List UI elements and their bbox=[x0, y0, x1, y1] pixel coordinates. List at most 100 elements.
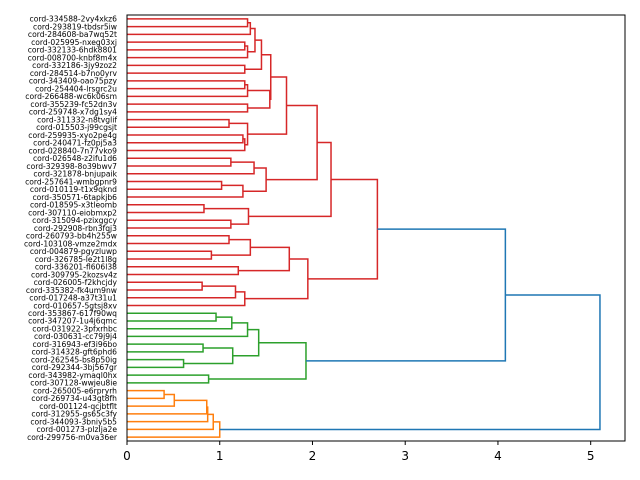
leaf-label: cord-343409-oao75pzy bbox=[29, 77, 118, 86]
dendrogram-link bbox=[127, 399, 208, 415]
x-tick-label: 3 bbox=[401, 449, 409, 463]
dendrogram-link bbox=[127, 103, 249, 113]
leaf-label: cord-259935-xyo2pe4g bbox=[28, 131, 117, 140]
dendrogram-link bbox=[127, 41, 246, 51]
leaf-label: cord-262545-bs8p50ig bbox=[31, 355, 117, 364]
leaf-label: cord-334588-2vy4xkz6 bbox=[30, 15, 118, 24]
dendrogram-link bbox=[127, 184, 244, 198]
dendrogram-link bbox=[127, 21, 252, 36]
leaf-label: cord-307128-wwjeu8ie bbox=[30, 379, 117, 388]
dendrogram-link bbox=[127, 157, 232, 167]
dendrogram-link bbox=[183, 347, 234, 365]
leaf-label: cord-010119-t1x9qknd bbox=[30, 185, 117, 194]
leaf-label: cord-335382-fk4um9nw bbox=[26, 286, 117, 295]
leaf-label: cord-332186-3jy9zoz2 bbox=[32, 61, 117, 70]
dendrogram-link bbox=[127, 234, 230, 245]
leaf-label: cord-025995-nxeg03xj bbox=[31, 38, 117, 47]
dendrogram-link bbox=[127, 180, 223, 191]
leaf-label: cord-015503-j99cgsjt bbox=[36, 123, 117, 132]
leaf-label: cord-336201-fl606l38 bbox=[35, 263, 117, 272]
dendrogram-link bbox=[248, 141, 332, 218]
dendrogram-link bbox=[247, 27, 256, 53]
leaf-label: cord-353867-617f90wq bbox=[28, 309, 117, 318]
x-tick-label: 2 bbox=[309, 449, 317, 463]
leaf-label: cord-265005-e6rpryrh bbox=[33, 386, 117, 395]
leaf-label: cord-010657-5gtsj8xv bbox=[33, 301, 117, 310]
leaf-label: cord-254404-lrsgrc2u bbox=[35, 84, 117, 93]
leaf-label: cord-343982-ymaql0hx bbox=[28, 371, 117, 380]
dendrogram-link bbox=[127, 343, 204, 353]
leaf-labels: cord-334588-2vy4xkz6cord-293819-tbdsr5iw… bbox=[24, 15, 118, 442]
x-tick-label: 0 bbox=[123, 449, 131, 463]
dendrogram-link bbox=[242, 167, 267, 192]
dendrogram-link bbox=[219, 294, 601, 431]
leaf-label: cord-299756-m0va36er bbox=[27, 433, 118, 442]
leaf-label: cord-326785-le2t1l8g bbox=[35, 255, 117, 264]
dendrogram-link bbox=[127, 285, 237, 299]
leaf-label: cord-103108-vmze2mdx bbox=[24, 239, 117, 248]
dendrogram-link bbox=[127, 265, 240, 276]
leaf-label: cord-284608-ba7wq52t bbox=[28, 30, 117, 39]
leaf-label: cord-350571-6tapkjb6 bbox=[32, 193, 117, 202]
leaf-label: cord-260793-bb4h255w bbox=[26, 232, 117, 241]
leaf-label: cord-293819-tbdsr5iw bbox=[33, 22, 117, 31]
dendrogram-link bbox=[127, 64, 246, 74]
dendrogram-links bbox=[127, 18, 601, 438]
dendrogram-link bbox=[127, 322, 249, 338]
dendrogram-link bbox=[208, 341, 307, 380]
dendrogram-link bbox=[127, 281, 203, 291]
leaf-label: cord-309795-2kozsv4z bbox=[31, 270, 117, 279]
x-tick-label: 5 bbox=[587, 449, 595, 463]
leaf-label: cord-018595-x3tleomb bbox=[30, 201, 117, 210]
dendrogram-link bbox=[127, 118, 230, 129]
leaf-label: cord-240471-fz0pj5a3 bbox=[33, 139, 117, 148]
dendrogram-link bbox=[127, 161, 255, 175]
leaf-label: cord-266488-wc6k06sm bbox=[25, 92, 117, 101]
dendrogram-link bbox=[127, 393, 176, 407]
leaf-label: cord-316943-ef3i96bo bbox=[32, 340, 117, 349]
leaf-label: cord-008700-knbf8m4x bbox=[28, 53, 118, 62]
leaf-label: cord-004879-pgyzluwp bbox=[30, 247, 117, 256]
dendrogram-link bbox=[232, 328, 260, 357]
x-tick-label: 4 bbox=[494, 449, 502, 463]
dendrogram-link bbox=[307, 178, 379, 280]
dendrogram-link bbox=[203, 207, 250, 225]
leaf-label: cord-026548-z2ifu1d6 bbox=[33, 154, 117, 163]
x-tick-label: 1 bbox=[216, 449, 224, 463]
leaf-label: cord-315094-pzixggcy bbox=[32, 216, 117, 225]
dendrogram-link bbox=[127, 358, 185, 369]
leaf-label: cord-030631-cc79j9j4 bbox=[34, 332, 117, 341]
dendrogram-link bbox=[127, 138, 246, 152]
leaf-label: cord-321878-bnjupaik bbox=[33, 170, 117, 179]
leaf-label: cord-314328-gft6phd6 bbox=[31, 348, 117, 357]
dendrogram-link bbox=[127, 204, 205, 214]
leaf-label: cord-284514-b7no0yrv bbox=[30, 69, 118, 78]
leaf-label: cord-347207-1u4j6qmc bbox=[28, 317, 117, 326]
leaf-label: cord-017248-a37t31u1 bbox=[29, 294, 117, 303]
dendrogram-link bbox=[244, 258, 309, 300]
dendrogram-link bbox=[127, 134, 244, 144]
x-axis: 0 1 2 3 4 5 bbox=[123, 441, 595, 463]
leaf-label: cord-259748-x7dg1sy4 bbox=[29, 108, 117, 117]
plot-frame bbox=[126, 14, 626, 442]
dendrogram-link bbox=[305, 228, 507, 362]
leaf-label: cord-269734-u43gt8fh bbox=[31, 394, 117, 403]
dendrogram-link bbox=[247, 89, 271, 109]
leaf-label: cord-031922-3pfxrhbc bbox=[32, 324, 117, 333]
dendrogram-link bbox=[266, 104, 318, 181]
leaf-label: cord-312955-gs65c3fy bbox=[31, 410, 117, 419]
dendrogram-link bbox=[127, 312, 217, 322]
leaf-label: cord-028840-7n77vko9 bbox=[28, 146, 117, 155]
leaf-label: cord-307110-eiobmxp2 bbox=[28, 208, 117, 217]
dendrogram-link bbox=[127, 80, 246, 90]
dendrogram-link bbox=[244, 39, 263, 70]
leaf-label: cord-001273-plzIja2e bbox=[36, 425, 117, 434]
leaf-label: cord-311332-n8tvglif bbox=[37, 115, 117, 124]
leaf-label: cord-292908-rbn3fqj3 bbox=[34, 224, 117, 233]
dendrogram-link bbox=[211, 238, 252, 256]
dendrogram-link bbox=[127, 45, 249, 59]
dendrogram-link bbox=[127, 219, 232, 229]
leaf-label: cord-001124-qcjbtflt bbox=[39, 402, 117, 411]
leaf-label: cord-257641-wmbgpnr9 bbox=[25, 177, 117, 186]
